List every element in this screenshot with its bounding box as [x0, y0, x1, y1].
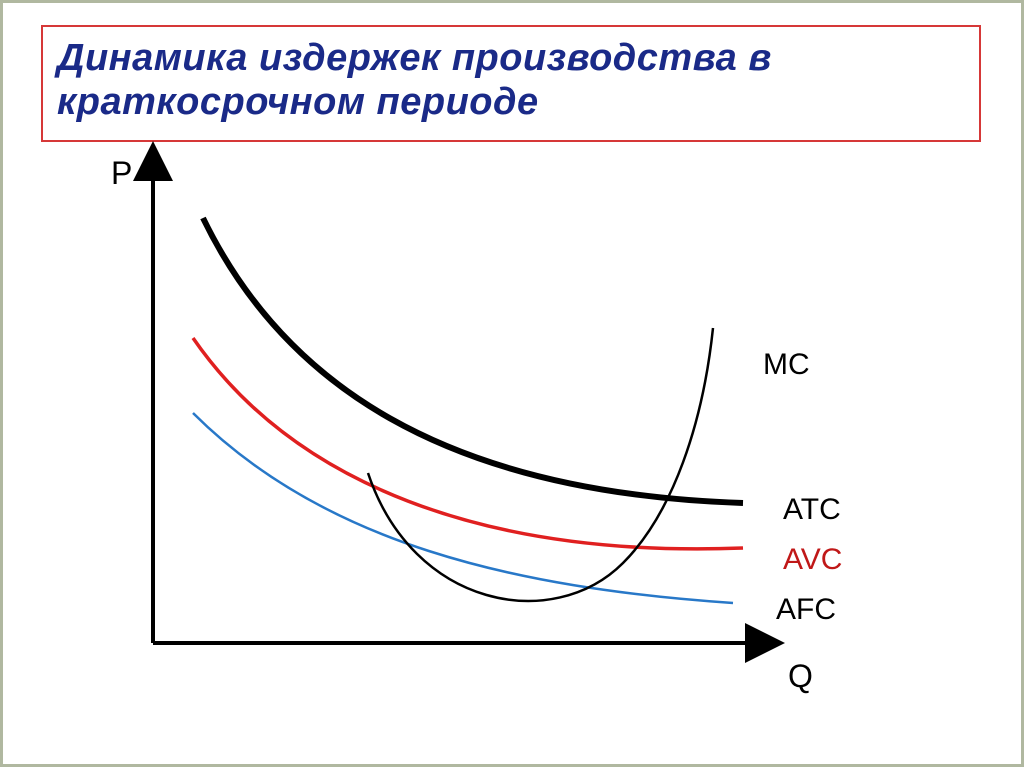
afc-curve: [193, 413, 733, 603]
cost-curves-chart: P Q MC ATC AVC AFC: [63, 163, 943, 723]
chart-svg: [63, 163, 943, 723]
atc-label: ATC: [783, 493, 841, 527]
mc-curve: [368, 328, 713, 601]
slide-container: Динамика издержек производства в краткос…: [0, 0, 1024, 767]
x-axis-label: Q: [788, 658, 813, 695]
mc-label: MC: [763, 348, 810, 382]
avc-label: AVC: [783, 543, 842, 577]
avc-curve: [193, 338, 743, 549]
atc-curve: [203, 218, 743, 503]
title-box: Динамика издержек производства в краткос…: [41, 25, 981, 142]
afc-label: AFC: [776, 593, 836, 627]
slide-title: Динамика издержек производства в краткос…: [57, 37, 965, 124]
y-axis-label: P: [111, 155, 132, 192]
